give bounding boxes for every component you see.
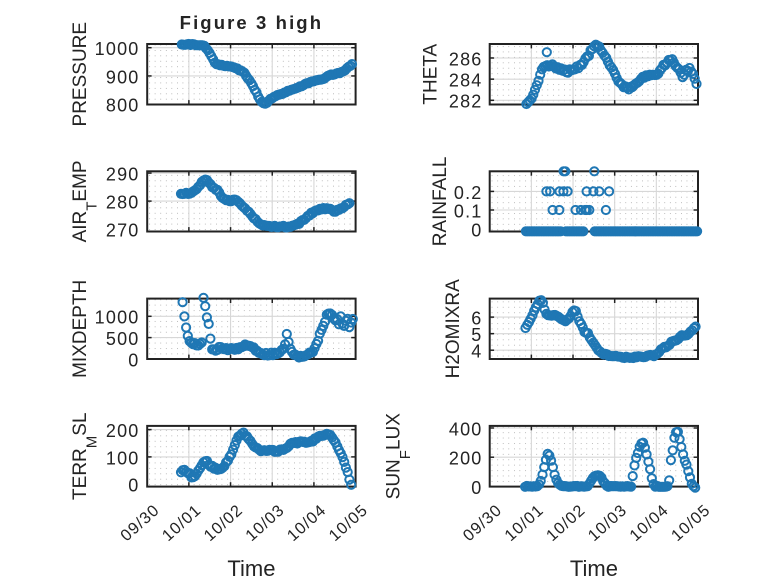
svg-text:200: 200 xyxy=(106,421,140,441)
svg-text:286: 286 xyxy=(449,49,483,69)
svg-text:TERRM​SL: TERRM​SL xyxy=(70,412,101,499)
svg-text:H2OMIXRA: H2OMIXRA xyxy=(443,279,464,379)
svg-text:200: 200 xyxy=(449,449,483,469)
svg-text:Time: Time xyxy=(570,556,618,581)
svg-text:0.1: 0.1 xyxy=(454,201,483,221)
svg-text:1000: 1000 xyxy=(95,308,140,328)
svg-text:1000: 1000 xyxy=(95,39,140,59)
svg-text:0: 0 xyxy=(471,478,482,498)
svg-text:MIXDEPTH: MIXDEPTH xyxy=(70,280,91,378)
svg-text:284: 284 xyxy=(449,71,483,91)
svg-text:800: 800 xyxy=(106,96,140,116)
svg-text:900: 900 xyxy=(106,67,140,87)
svg-text:0: 0 xyxy=(128,476,139,496)
svg-text:100: 100 xyxy=(106,448,140,468)
svg-text:Figure 3 high: Figure 3 high xyxy=(180,12,323,33)
svg-text:0: 0 xyxy=(471,221,482,241)
svg-text:270: 270 xyxy=(106,221,140,241)
svg-text:SUNF​LUX: SUNF​LUX xyxy=(384,413,415,500)
svg-text:280: 280 xyxy=(106,193,140,213)
svg-text:290: 290 xyxy=(106,165,140,185)
svg-text:Time: Time xyxy=(227,556,275,581)
svg-text:0.2: 0.2 xyxy=(454,183,483,203)
svg-text:500: 500 xyxy=(106,329,140,349)
svg-text:6: 6 xyxy=(471,309,482,329)
svg-text:AIRT​EMP: AIRT​EMP xyxy=(70,160,101,242)
svg-text:5: 5 xyxy=(471,325,482,345)
svg-text:0: 0 xyxy=(128,350,139,370)
svg-text:THETA: THETA xyxy=(421,43,442,104)
svg-text:RAINFALL: RAINFALL xyxy=(430,157,451,247)
svg-text:4: 4 xyxy=(471,342,482,362)
svg-text:400: 400 xyxy=(449,419,483,439)
svg-text:282: 282 xyxy=(449,92,483,112)
svg-text:PRESSURE: PRESSURE xyxy=(70,22,91,127)
